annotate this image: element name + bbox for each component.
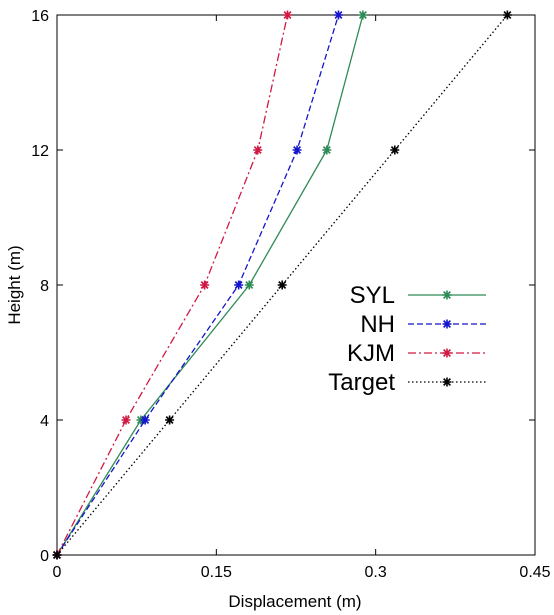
x-tick-label: 0 bbox=[53, 564, 62, 581]
data-point bbox=[140, 415, 150, 425]
series-kjm bbox=[52, 10, 293, 560]
marker-stroke bbox=[390, 145, 400, 155]
data-point bbox=[358, 10, 368, 20]
data-point bbox=[244, 280, 254, 290]
data-point bbox=[200, 280, 210, 290]
x-tick-label: 0.15 bbox=[201, 564, 232, 581]
legend-label: SYL bbox=[350, 282, 395, 309]
series-target bbox=[52, 10, 512, 560]
series-line bbox=[56, 14, 508, 556]
marker-stroke bbox=[121, 415, 131, 425]
data-point bbox=[502, 10, 512, 20]
y-tick-label: 4 bbox=[40, 413, 49, 430]
x-tick-label: 0.45 bbox=[519, 564, 550, 581]
x-tick-label: 0.3 bbox=[365, 564, 387, 581]
marker-stroke bbox=[277, 280, 287, 290]
marker-stroke bbox=[358, 10, 368, 20]
series-line bbox=[56, 14, 364, 556]
data-point bbox=[390, 145, 400, 155]
marker-stroke bbox=[200, 280, 210, 290]
legend-label: NH bbox=[360, 311, 395, 338]
marker-stroke bbox=[442, 290, 452, 300]
marker-stroke bbox=[283, 10, 293, 20]
data-point bbox=[165, 415, 175, 425]
marker-stroke bbox=[322, 145, 332, 155]
legend-item-nh: NH bbox=[360, 311, 486, 338]
data-point bbox=[333, 10, 343, 20]
data-point bbox=[292, 145, 302, 155]
data-point bbox=[234, 280, 244, 290]
plot-frame bbox=[56, 14, 536, 556]
series-layer bbox=[52, 10, 512, 560]
legend-item-kjm: KJM bbox=[347, 340, 486, 367]
marker-stroke bbox=[442, 348, 452, 358]
data-point bbox=[283, 10, 293, 20]
marker-stroke bbox=[333, 10, 343, 20]
x-axis-label: Displacement (m) bbox=[228, 592, 361, 611]
marker-stroke bbox=[52, 550, 62, 560]
legend-item-syl: SYL bbox=[350, 282, 486, 309]
data-point bbox=[322, 145, 332, 155]
marker-stroke bbox=[165, 415, 175, 425]
marker-stroke bbox=[140, 415, 150, 425]
y-axis-label: Height (m) bbox=[5, 245, 24, 324]
data-point bbox=[277, 280, 287, 290]
marker-stroke bbox=[244, 280, 254, 290]
legend-marker bbox=[442, 319, 452, 329]
marker-stroke bbox=[442, 377, 452, 387]
marker-stroke bbox=[292, 145, 302, 155]
y-tick-label: 8 bbox=[40, 278, 49, 295]
data-point bbox=[52, 550, 62, 560]
legend-marker bbox=[442, 377, 452, 387]
marker-stroke bbox=[442, 319, 452, 329]
series-syl bbox=[52, 10, 368, 560]
y-tick-label: 0 bbox=[40, 548, 49, 565]
legend-label: KJM bbox=[347, 340, 395, 367]
data-point bbox=[253, 145, 263, 155]
y-tick-label: 12 bbox=[31, 143, 49, 160]
axes: 0 0.15 0.3 0.45 0 4 8 12 16 bbox=[31, 8, 550, 581]
data-point bbox=[121, 415, 131, 425]
series-line bbox=[56, 14, 340, 556]
y-tick-label: 16 bbox=[31, 8, 49, 25]
series-nh bbox=[52, 10, 343, 560]
legend-label: Target bbox=[328, 369, 395, 396]
legend-marker bbox=[442, 290, 452, 300]
plot-area bbox=[56, 14, 536, 556]
legend-marker bbox=[442, 348, 452, 358]
legend-item-target: Target bbox=[328, 369, 486, 396]
marker-stroke bbox=[502, 10, 512, 20]
marker-stroke bbox=[253, 145, 263, 155]
marker-stroke bbox=[234, 280, 244, 290]
